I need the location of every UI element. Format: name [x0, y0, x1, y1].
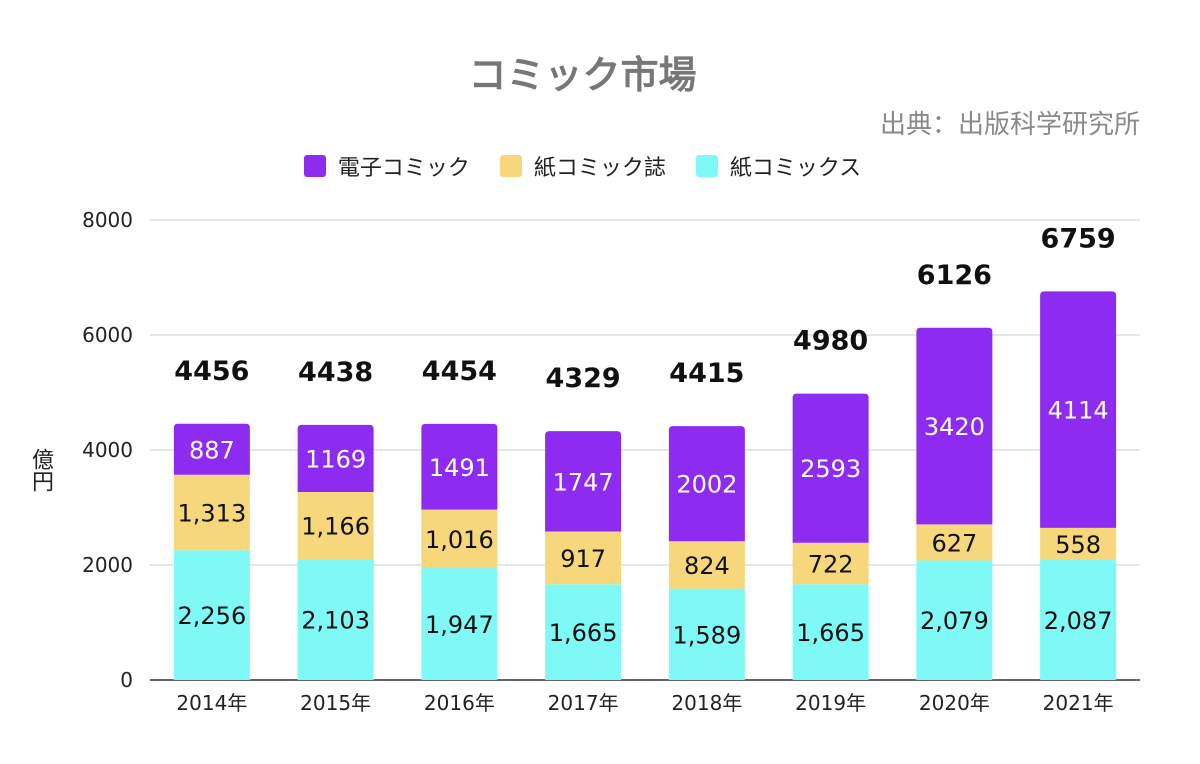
- bar-segment: [792, 584, 869, 680]
- data-label: 1,016: [425, 526, 494, 554]
- bar-segment: [668, 426, 745, 542]
- total-label: 6126: [917, 260, 992, 291]
- bar-segment: [421, 509, 498, 569]
- data-label: 1,665: [549, 619, 618, 647]
- legend-item-magazine: 紙コミック誌: [499, 150, 666, 182]
- data-label: 1,589: [673, 621, 742, 649]
- legend-label-magazine: 紙コミック誌: [533, 156, 666, 181]
- legend-label-paper-comics: 紙コミックス: [729, 156, 862, 181]
- legend-swatch-digital: [303, 155, 326, 177]
- bar-segment: [173, 474, 250, 551]
- data-label: 1,665: [796, 619, 865, 647]
- data-label: 627: [931, 529, 977, 557]
- legend-swatch-paper-comics: [695, 155, 718, 177]
- data-label: 1,313: [178, 500, 247, 528]
- bar-segment: [792, 393, 869, 543]
- bar-segment: [421, 423, 498, 510]
- y-tick-label: 4000: [82, 438, 133, 462]
- total-label: 4454: [422, 356, 497, 387]
- total-label: 4980: [793, 326, 868, 357]
- data-label: 1491: [429, 454, 490, 482]
- legend: 電子コミック 紙コミック誌 紙コミックス: [0, 150, 1165, 182]
- data-label: 2002: [676, 471, 737, 499]
- data-label: 2,256: [178, 602, 247, 630]
- data-label: 4114: [1048, 397, 1109, 425]
- x-tick-label: 2014年: [176, 691, 247, 715]
- x-tick-label: 2017年: [548, 691, 619, 715]
- data-label: 1169: [305, 445, 366, 473]
- bar-segment: [297, 559, 374, 680]
- total-label: 4438: [298, 357, 373, 388]
- y-tick-label: 2000: [82, 553, 133, 577]
- total-label: 4329: [546, 363, 621, 394]
- bar-segment: [792, 542, 869, 585]
- legend-item-digital: 電子コミック: [303, 150, 470, 182]
- x-tick-label: 2021年: [1043, 691, 1114, 715]
- total-label: 4415: [669, 358, 744, 389]
- bar-segment: [173, 423, 250, 475]
- data-label: 824: [684, 552, 730, 580]
- bar-segment: [916, 524, 993, 561]
- bar-segment: [545, 531, 622, 585]
- data-label: 1,947: [425, 611, 494, 639]
- data-label: 2,087: [1044, 607, 1113, 635]
- data-label: 917: [560, 545, 606, 573]
- bar-segment: [1040, 527, 1117, 560]
- y-axis-label: 億円: [28, 448, 53, 492]
- data-label: 722: [808, 551, 854, 579]
- x-tick-label: 2019年: [795, 691, 866, 715]
- x-tick-label: 2016年: [424, 691, 495, 715]
- data-label: 558: [1055, 531, 1101, 559]
- total-label: 6759: [1041, 223, 1116, 254]
- bar-segment: [916, 560, 993, 680]
- bar-segment: [1040, 559, 1117, 680]
- bar-segment: [668, 541, 745, 589]
- y-tick-label: 0: [120, 668, 133, 692]
- total-label: 4456: [174, 356, 249, 387]
- x-tick-label: 2018年: [671, 691, 742, 715]
- bar-segment: [545, 431, 622, 532]
- data-label: 2,103: [301, 607, 370, 635]
- bar-segment: [668, 588, 745, 680]
- bar-segment: [421, 568, 498, 680]
- legend-label-digital: 電子コミック: [337, 156, 470, 181]
- bar-segment: [297, 424, 374, 493]
- data-label: 3420: [924, 413, 985, 441]
- data-label: 887: [189, 436, 235, 464]
- y-tick-label: 6000: [82, 323, 133, 347]
- x-tick-label: 2015年: [300, 691, 371, 715]
- legend-swatch-magazine: [499, 155, 522, 177]
- bar-segment: [1040, 291, 1117, 528]
- data-label: 1,166: [301, 513, 370, 541]
- source-note: 出典：出版科学研究所: [879, 110, 1140, 140]
- bar-segment: [916, 327, 993, 525]
- y-tick-label: 8000: [82, 208, 133, 232]
- data-label: 2,079: [920, 607, 989, 635]
- bar-segment: [297, 492, 374, 560]
- x-tick-label: 2020年: [919, 691, 990, 715]
- bar-segment: [173, 550, 250, 680]
- legend-item-paper-comics: 紙コミックス: [695, 150, 862, 182]
- chart-title: コミック市場: [468, 53, 697, 97]
- bar-segment: [545, 584, 622, 680]
- data-label: 1747: [553, 468, 614, 496]
- data-label: 2593: [800, 455, 861, 483]
